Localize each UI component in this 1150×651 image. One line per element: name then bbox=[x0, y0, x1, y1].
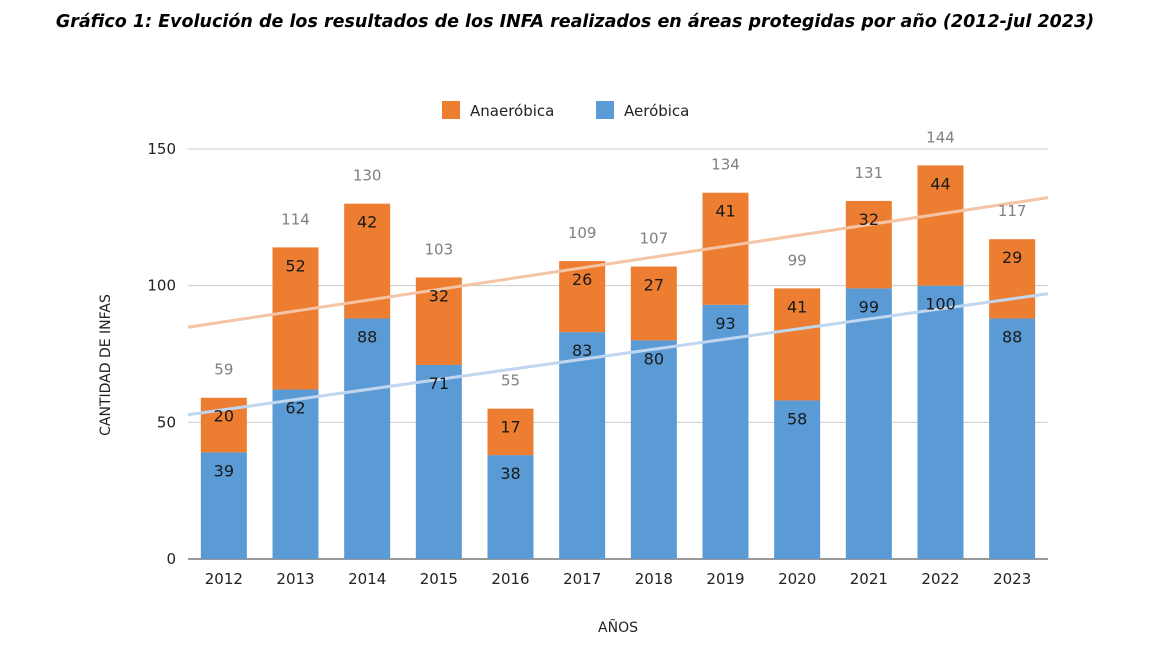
legend-label: Anaeróbica bbox=[470, 102, 554, 120]
bar-anaerobica bbox=[272, 247, 319, 390]
data-label-aerobica: 39 bbox=[214, 461, 234, 480]
data-label-aerobica: 100 bbox=[925, 295, 956, 314]
x-tick-label: 2020 bbox=[778, 570, 816, 588]
data-label-total: 144 bbox=[926, 128, 955, 146]
bar-aerobica bbox=[917, 285, 964, 559]
y-axis-label: CANTIDAD DE INFAS bbox=[98, 294, 114, 436]
data-label-aerobica: 99 bbox=[859, 297, 879, 316]
bar-aerobica bbox=[487, 455, 534, 559]
data-label-aerobica: 83 bbox=[572, 341, 592, 360]
x-tick-label: 2023 bbox=[993, 570, 1031, 588]
bars bbox=[200, 165, 1036, 559]
data-label-total: 99 bbox=[788, 251, 807, 269]
trendline bbox=[187, 292, 1049, 417]
data-label-total: 134 bbox=[711, 156, 740, 174]
bar-aerobica bbox=[200, 452, 247, 559]
data-label-total: 107 bbox=[640, 230, 669, 248]
bar-anaerobica bbox=[559, 261, 606, 333]
bar-aerobica bbox=[272, 389, 319, 559]
data-label-anaerobica: 41 bbox=[715, 202, 735, 221]
data-label-anaerobica: 44 bbox=[930, 174, 950, 193]
data-labels: 39 20 59 62 52 114 88 42 130 71 32 103 38 17 55 83 26 109… bbox=[214, 128, 1027, 483]
x-axis-ticks: 2012 2013 2014 2015 2016 2017 2018 2019 2020 2021… bbox=[205, 570, 1032, 588]
x-axis-label: AÑOS bbox=[598, 619, 638, 636]
bar-aerobica bbox=[774, 400, 821, 559]
bar-aerobica bbox=[344, 318, 391, 559]
gridlines bbox=[188, 148, 1048, 560]
data-label-total: 55 bbox=[501, 372, 520, 390]
bar-anaerobica bbox=[774, 288, 821, 401]
data-label-aerobica: 62 bbox=[285, 399, 305, 418]
legend-label: Aeróbica bbox=[624, 102, 689, 120]
trendlines bbox=[187, 196, 1049, 417]
data-label-total: 103 bbox=[425, 240, 454, 258]
data-label-aerobica: 93 bbox=[715, 314, 735, 333]
x-tick-label: 2013 bbox=[276, 570, 314, 588]
legend: Anaeróbica Aeróbica bbox=[442, 101, 689, 120]
data-label-anaerobica: 32 bbox=[429, 286, 449, 305]
bar-anaerobica bbox=[917, 165, 964, 286]
y-tick-label: 0 bbox=[166, 550, 176, 568]
data-label-anaerobica: 52 bbox=[285, 256, 305, 275]
bar-aerobica bbox=[415, 364, 462, 559]
bar-anaerobica bbox=[989, 239, 1036, 319]
data-label-anaerobica: 20 bbox=[214, 407, 234, 426]
y-tick-label: 150 bbox=[147, 140, 176, 158]
y-tick-label: 100 bbox=[147, 277, 176, 295]
x-tick-label: 2012 bbox=[205, 570, 243, 588]
data-label-anaerobica: 17 bbox=[500, 418, 520, 437]
data-label-anaerobica: 29 bbox=[1002, 248, 1022, 267]
bar-anaerobica bbox=[487, 408, 534, 456]
bar-anaerobica bbox=[845, 200, 892, 289]
data-label-total: 109 bbox=[568, 224, 597, 242]
x-tick-label: 2019 bbox=[706, 570, 744, 588]
legend-swatch bbox=[596, 101, 614, 119]
data-label-total: 117 bbox=[998, 202, 1027, 220]
data-label-total: 131 bbox=[855, 164, 884, 182]
data-label-anaerobica: 41 bbox=[787, 297, 807, 316]
data-label-aerobica: 80 bbox=[644, 349, 664, 368]
data-label-anaerobica: 26 bbox=[572, 270, 592, 289]
legend-swatch bbox=[442, 101, 460, 119]
data-label-anaerobica: 32 bbox=[859, 210, 879, 229]
data-label-total: 130 bbox=[353, 167, 382, 185]
trendline bbox=[187, 196, 1049, 329]
y-tick-label: 50 bbox=[157, 413, 176, 431]
data-label-aerobica: 38 bbox=[500, 464, 520, 483]
data-label-total: 114 bbox=[281, 210, 310, 228]
data-label-anaerobica: 42 bbox=[357, 213, 377, 232]
x-tick-label: 2015 bbox=[420, 570, 458, 588]
bar-aerobica bbox=[845, 288, 892, 559]
bar-anaerobica bbox=[630, 266, 677, 341]
data-label-total: 59 bbox=[214, 361, 233, 379]
data-label-aerobica: 88 bbox=[357, 327, 377, 346]
chart-title: Gráfico 1: Evolución de los resultados d… bbox=[55, 12, 1095, 32]
bar-aerobica bbox=[559, 332, 606, 559]
data-label-aerobica: 71 bbox=[429, 374, 449, 393]
x-tick-label: 2017 bbox=[563, 570, 601, 588]
data-label-aerobica: 88 bbox=[1002, 327, 1022, 346]
x-tick-label: 2021 bbox=[850, 570, 888, 588]
x-tick-label: 2016 bbox=[491, 570, 529, 588]
bar-aerobica bbox=[630, 340, 677, 559]
x-tick-label: 2018 bbox=[635, 570, 673, 588]
x-tick-label: 2022 bbox=[921, 570, 959, 588]
bar-aerobica bbox=[989, 318, 1036, 559]
data-label-anaerobica: 27 bbox=[644, 276, 664, 295]
x-tick-label: 2014 bbox=[348, 570, 386, 588]
bar-aerobica bbox=[702, 304, 749, 559]
y-axis-ticks: 0 50 100 150 bbox=[147, 140, 176, 568]
data-label-aerobica: 58 bbox=[787, 409, 807, 428]
